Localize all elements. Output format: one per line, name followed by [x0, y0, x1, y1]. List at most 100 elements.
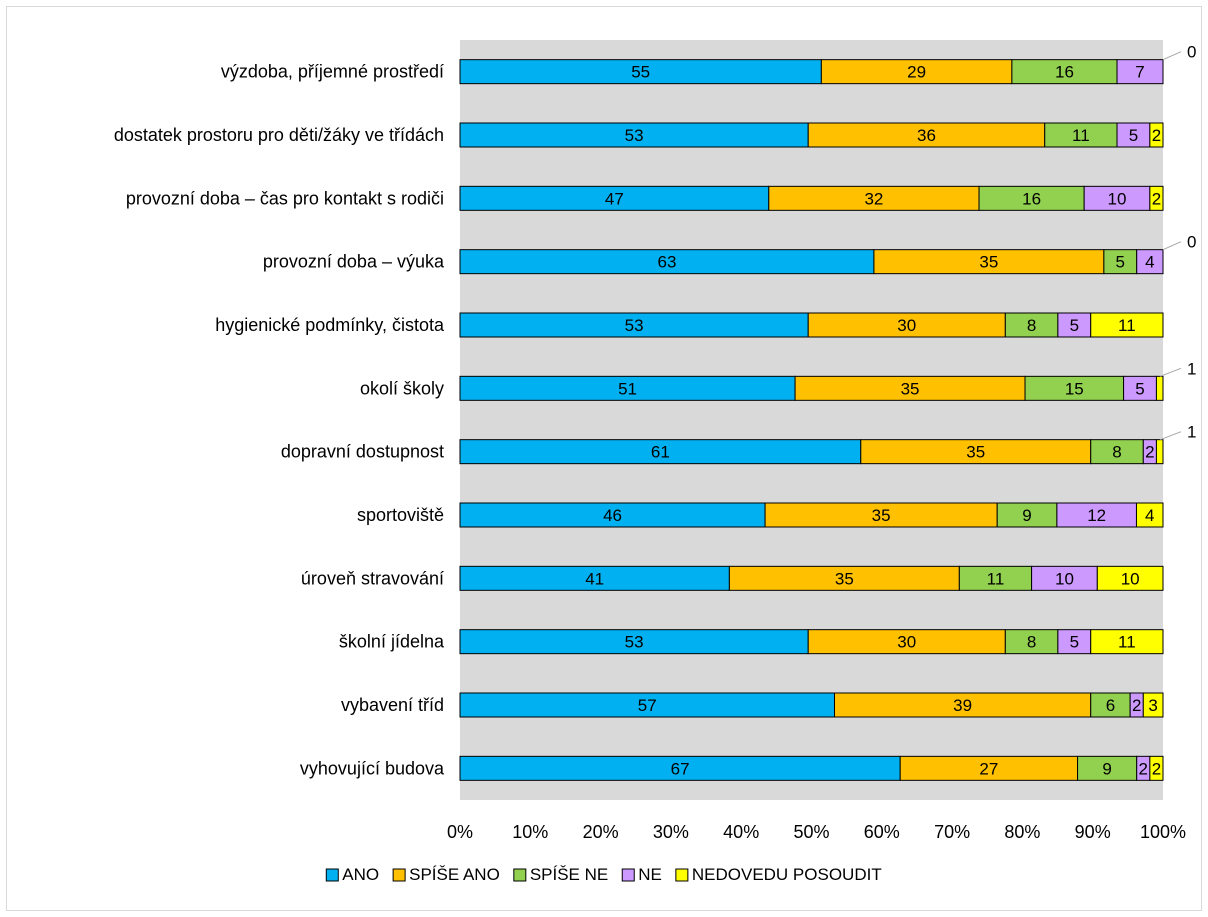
bar-segment-spise-ano [807, 122, 1046, 148]
data-label: 2 [1152, 759, 1161, 778]
bar-segment-spise-ne [1044, 122, 1118, 148]
x-tick-label: 30% [653, 822, 689, 842]
x-tick-labels-group: 0% 10% 20% 30% 40% 50% 60% 70% 80% 90% 100% [447, 822, 1186, 842]
bar-segment-nedovedu-posoudit [1149, 185, 1164, 211]
plot-area [460, 40, 1163, 800]
bars-group [459, 59, 1164, 781]
x-tick-label: 10% [512, 822, 548, 842]
bar-segment-ano [459, 185, 770, 211]
data-label: 2 [1132, 696, 1141, 715]
data-label: 8 [1027, 633, 1036, 652]
bar-segment-spise-ano [764, 502, 998, 528]
data-label: 10 [1055, 569, 1074, 588]
data-label: 11 [1072, 126, 1090, 145]
x-tick-label: 40% [723, 822, 759, 842]
bar-segment-nedovedu-posoudit [1096, 565, 1164, 591]
data-label: 35 [966, 443, 985, 462]
data-label: 5 [1116, 253, 1125, 272]
data-label: 4 [1145, 506, 1154, 525]
legend-swatch-spise-ne [513, 868, 527, 882]
bar-segment-nedovedu-posoudit [1155, 375, 1164, 401]
data-label: 5 [1070, 633, 1079, 652]
category-label: provozní doba – výuka [263, 252, 445, 272]
data-label: 35 [872, 506, 891, 525]
data-label: 53 [625, 316, 644, 335]
data-label: 8 [1027, 316, 1036, 335]
data-label: 35 [835, 569, 854, 588]
category-label: školní jídelna [339, 632, 445, 652]
x-tick-label: 20% [583, 822, 619, 842]
bar-segment-ano [459, 629, 809, 655]
data-label: 5 [1135, 379, 1144, 398]
bar-segment-nedovedu-posoudit [1155, 439, 1164, 465]
category-label: vyhovující budova [300, 758, 445, 778]
category-label: okolí školy [360, 378, 444, 398]
data-label: 32 [864, 189, 883, 208]
data-label: 27 [979, 759, 998, 778]
data-label: 7 [1135, 63, 1144, 82]
data-label: 16 [1022, 189, 1041, 208]
data-label: 11 [1118, 633, 1136, 652]
data-label: 39 [953, 696, 972, 715]
legend: ANO SPÍŠE ANO SPÍŠE NE NE NEDOVEDU POSOUDIT [325, 865, 882, 884]
bar-segment-spise-ano [794, 375, 1026, 401]
data-label: 47 [605, 189, 624, 208]
category-label: dopravní dostupnost [281, 442, 444, 462]
data-label: 55 [631, 63, 650, 82]
x-tick-label: 80% [1004, 822, 1040, 842]
bar-segment-ano [459, 375, 796, 401]
bar-segment-spise-ne [1004, 629, 1059, 655]
category-label: dostatek prostoru pro děti/žáky ve třídá… [114, 125, 444, 145]
legend-label: SPÍŠE NE [530, 865, 608, 884]
bar-segment-spise-ano [899, 755, 1079, 781]
data-label-leader [1160, 431, 1182, 441]
data-label: 10 [1108, 189, 1127, 208]
legend-swatch-ne [621, 868, 635, 882]
data-label: 11 [987, 569, 1005, 588]
data-label: 6 [1106, 696, 1115, 715]
data-label: 0 [1187, 43, 1196, 62]
data-label: 1 [1187, 359, 1196, 378]
data-label-leader [1162, 51, 1182, 61]
data-label: 10 [1121, 569, 1140, 588]
data-label: 9 [1022, 506, 1031, 525]
x-tick-label: 90% [1075, 822, 1111, 842]
data-label: 12 [1087, 506, 1106, 525]
data-label: 35 [901, 379, 920, 398]
bar-segment-ne [1116, 59, 1164, 85]
x-tick-label: 100% [1140, 822, 1186, 842]
data-label: 3 [1148, 696, 1157, 715]
data-label: 35 [979, 253, 998, 272]
bar-segment-spise-ano [820, 59, 1013, 85]
data-label: 5 [1129, 126, 1138, 145]
data-label: 41 [585, 569, 604, 588]
category-label: úroveň stravování [301, 568, 444, 588]
x-tick-label: 50% [793, 822, 829, 842]
bar-segment-ano [459, 755, 901, 781]
data-label: 53 [625, 633, 644, 652]
bar-segment-ano [459, 312, 809, 338]
bar-segment-ne [1057, 629, 1092, 655]
data-label: 15 [1065, 379, 1084, 398]
data-label: 30 [897, 316, 916, 335]
bar-segment-ne [1031, 565, 1098, 591]
data-label: 4 [1145, 253, 1154, 272]
data-label-leader [1162, 241, 1182, 251]
bar-segment-ano [459, 439, 862, 465]
bar-segment-spise-ano [833, 692, 1092, 718]
bar-segment-spise-ano [768, 185, 980, 211]
bar-segment-nedovedu-posoudit [1149, 755, 1164, 781]
data-label: 61 [651, 443, 670, 462]
data-label: 30 [897, 633, 916, 652]
legend-label: NE [638, 865, 662, 884]
legend-label: SPÍŠE ANO [409, 865, 500, 884]
data-label: 1 [1187, 423, 1196, 442]
category-label: výzdoba, příjemné prostředí [221, 62, 444, 82]
data-label: 46 [603, 506, 622, 525]
bar-segment-ne [1136, 249, 1164, 275]
bar-segment-nedovedu-posoudit [1142, 692, 1164, 718]
bar-segment-ne [1116, 122, 1151, 148]
bar-segment-ano [459, 692, 835, 718]
category-label: provozní doba – čas pro kontakt s rodiči [126, 188, 444, 208]
